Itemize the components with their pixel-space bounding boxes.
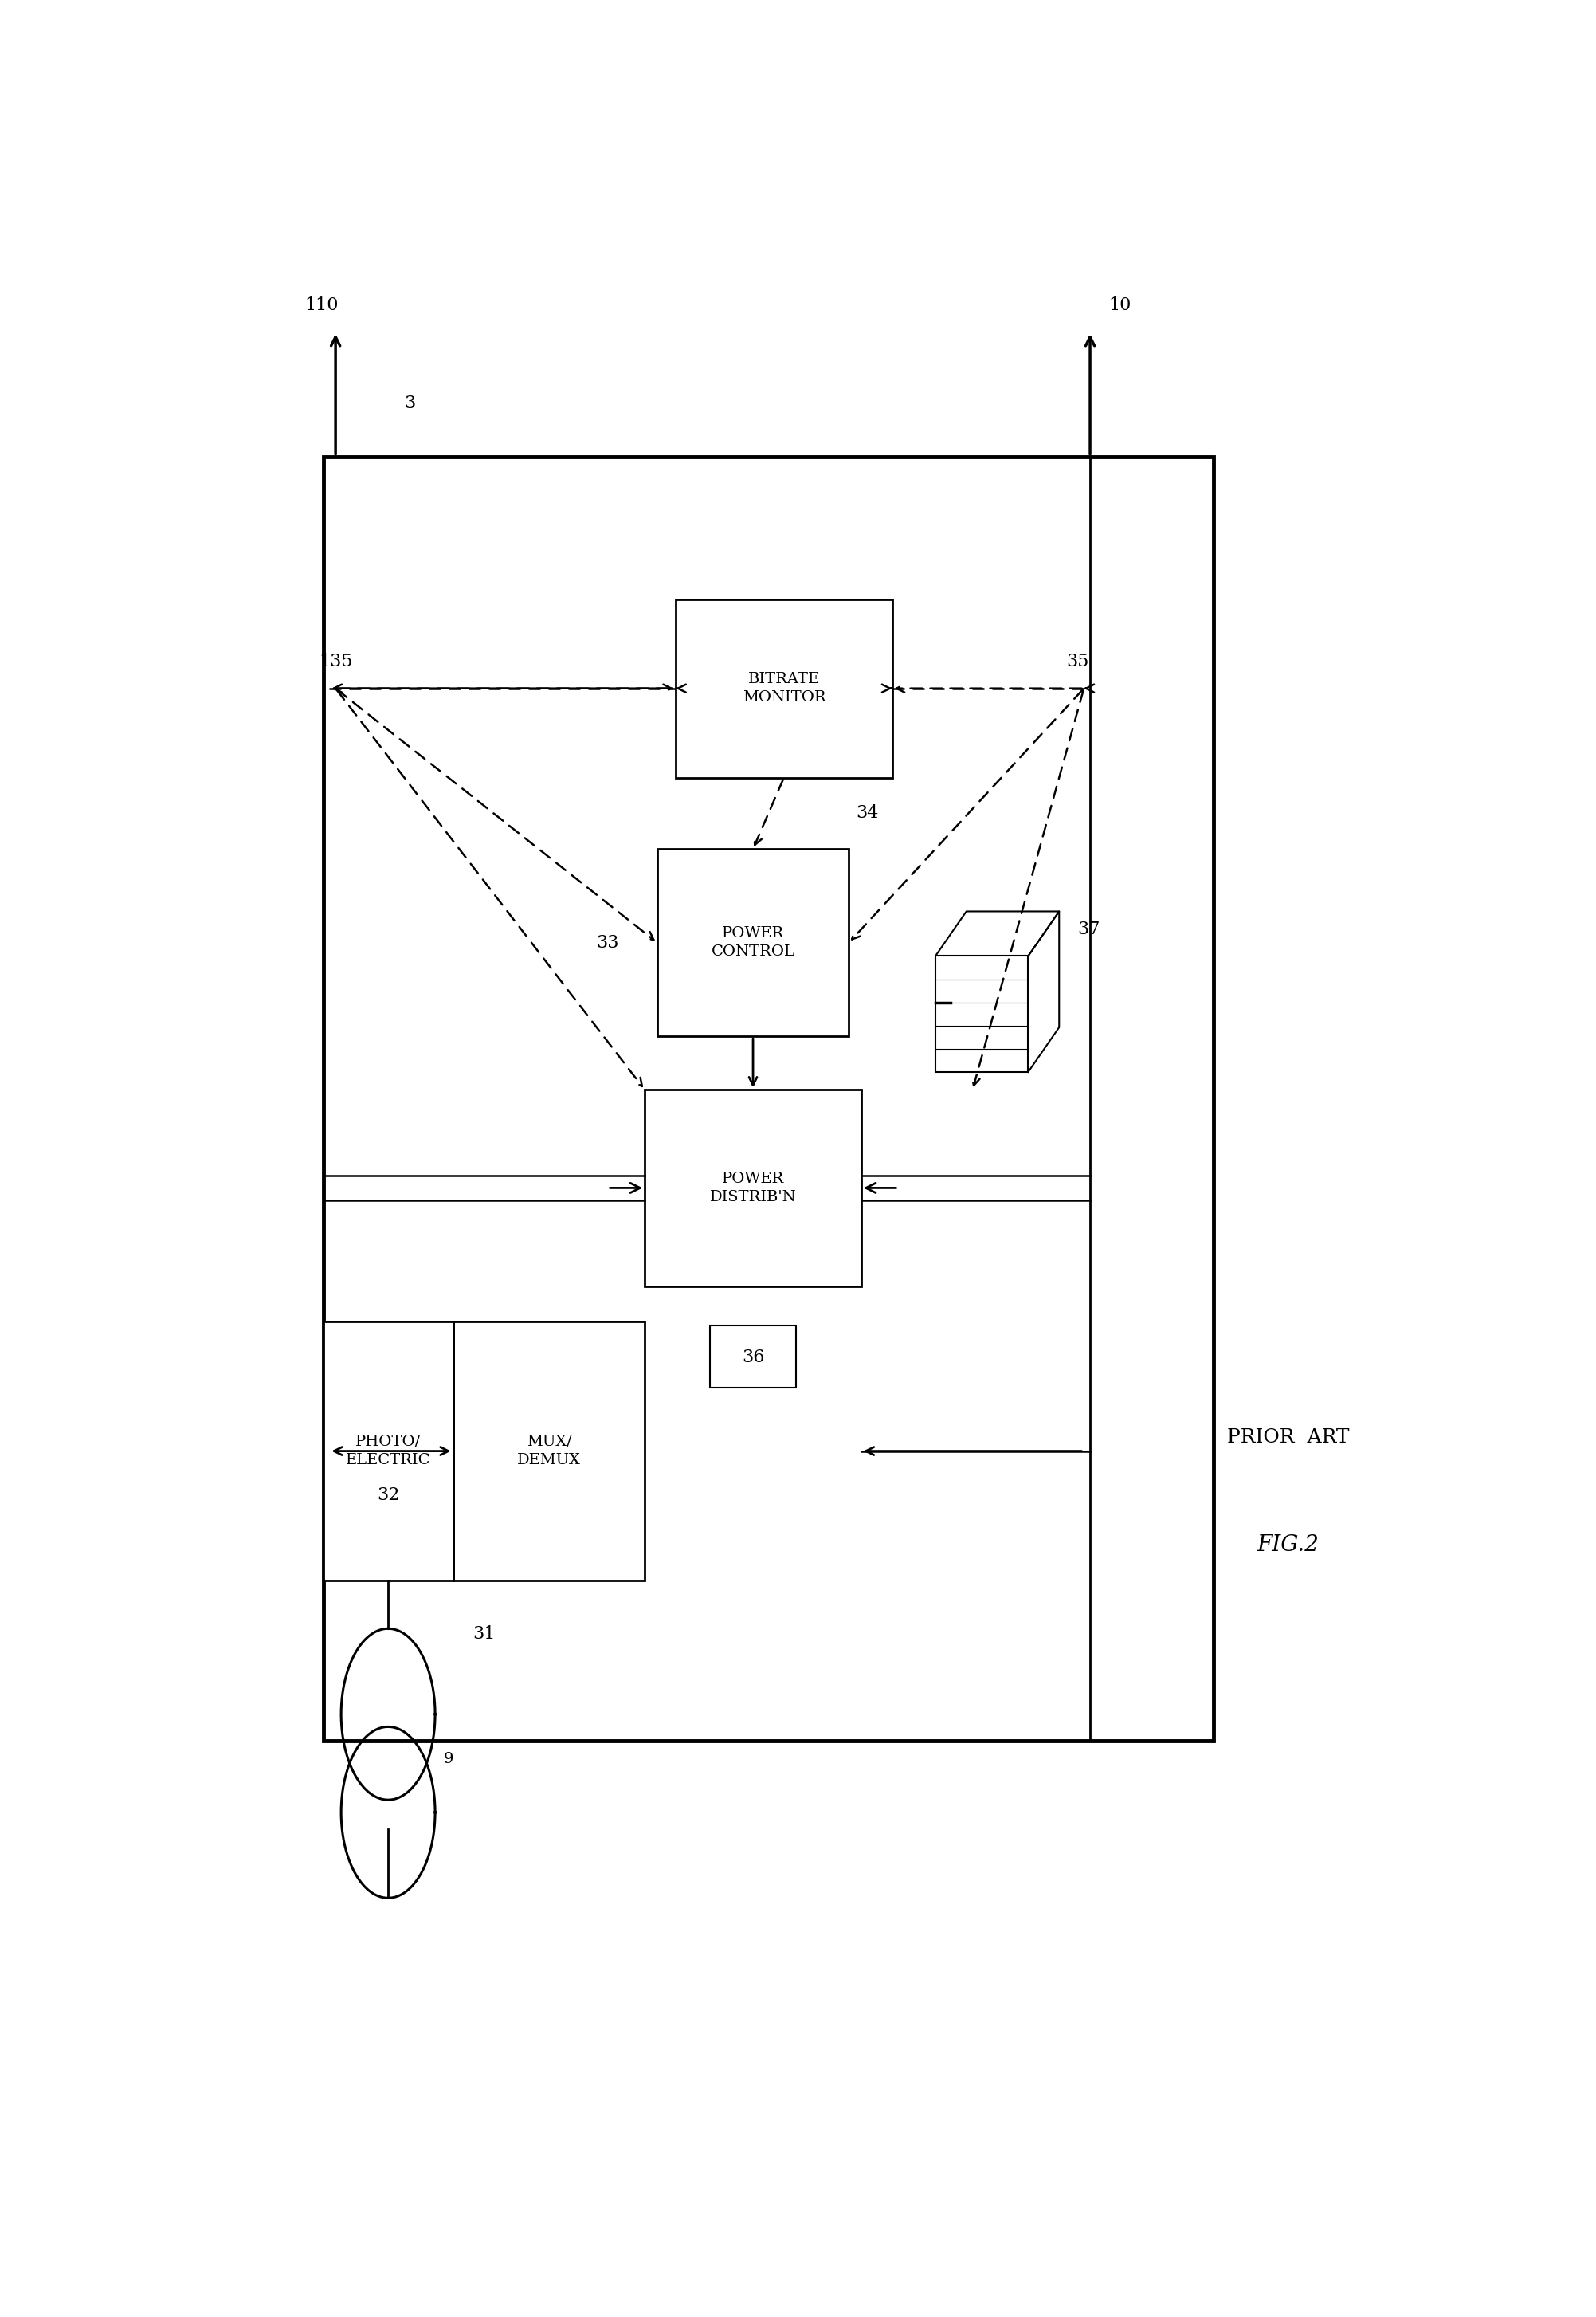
Text: 10: 10 (1109, 297, 1132, 313)
Text: 31: 31 (472, 1624, 495, 1643)
Text: POWER
DISTRIB'N: POWER DISTRIB'N (710, 1172, 796, 1205)
Bar (322, 456, 1215, 1740)
Text: 135: 135 (319, 653, 353, 670)
Text: 33: 33 (597, 934, 619, 952)
Text: 32: 32 (377, 1488, 399, 1504)
Text: BITRATE
MONITOR: BITRATE MONITOR (742, 672, 825, 704)
Text: 36: 36 (742, 1348, 764, 1367)
Text: 9: 9 (444, 1752, 453, 1766)
Text: 37: 37 (1077, 920, 1100, 938)
Bar (675, 600, 892, 779)
Text: 110: 110 (305, 297, 338, 313)
Bar (453, 1321, 645, 1580)
Bar (322, 1321, 453, 1580)
Text: PHOTO/
ELECTRIC: PHOTO/ ELECTRIC (346, 1434, 431, 1467)
Text: 3: 3 (404, 394, 415, 412)
Text: POWER
CONTROL: POWER CONTROL (712, 927, 795, 959)
Text: FIG.2: FIG.2 (1258, 1534, 1318, 1555)
Bar (935, 957, 1028, 1073)
Bar (710, 1325, 796, 1388)
Bar (645, 1089, 862, 1286)
Text: 34: 34 (855, 804, 879, 823)
Text: 35: 35 (1066, 653, 1088, 670)
Text: PRIOR  ART: PRIOR ART (1227, 1430, 1349, 1446)
Text: MUX/
DEMUX: MUX/ DEMUX (517, 1434, 581, 1467)
Bar (658, 848, 849, 1036)
